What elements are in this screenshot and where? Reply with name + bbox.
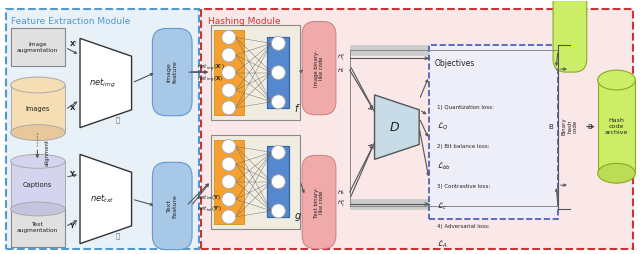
Text: $net_{img}(\mathbf{X})$: $net_{img}(\mathbf{X})$ xyxy=(197,75,223,85)
Text: Image binary-
like code: Image binary- like code xyxy=(314,50,324,87)
Text: alignment: alignment xyxy=(44,139,49,166)
Ellipse shape xyxy=(222,83,236,97)
Text: $H_i'$: $H_i'$ xyxy=(337,53,345,64)
Bar xyxy=(6,9,199,249)
FancyBboxPatch shape xyxy=(152,28,192,116)
Text: Hashing Module: Hashing Module xyxy=(208,17,280,26)
Text: Images: Images xyxy=(25,106,49,112)
Ellipse shape xyxy=(222,192,236,206)
Text: Feature Extraction Module: Feature Extraction Module xyxy=(11,17,130,26)
Text: $g$: $g$ xyxy=(294,211,302,223)
Text: $\mathbf{X}$: $\mathbf{X}$ xyxy=(69,103,77,112)
Text: Text binary-
like code: Text binary- like code xyxy=(314,186,324,217)
Ellipse shape xyxy=(222,30,236,44)
Ellipse shape xyxy=(271,204,285,218)
Ellipse shape xyxy=(11,77,65,93)
Ellipse shape xyxy=(11,154,65,168)
Text: $net_{img}$: $net_{img}$ xyxy=(88,76,115,90)
FancyBboxPatch shape xyxy=(302,22,336,115)
Bar xyxy=(11,209,65,247)
Text: $net_{txt}(\mathbf{Y})$: $net_{txt}(\mathbf{Y})$ xyxy=(197,193,221,202)
Text: Binary
hash
code: Binary hash code xyxy=(562,118,578,135)
Polygon shape xyxy=(80,38,132,128)
Ellipse shape xyxy=(222,139,236,153)
Text: 1) Quantization loss:: 1) Quantization loss: xyxy=(437,105,494,110)
Text: 2) Bit balance loss:: 2) Bit balance loss: xyxy=(437,145,490,150)
Bar xyxy=(211,135,300,229)
Text: Image
augmentation: Image augmentation xyxy=(17,42,58,53)
Text: Hash
code
archive: Hash code archive xyxy=(605,118,628,135)
Ellipse shape xyxy=(11,125,65,140)
Text: ⚿: ⚿ xyxy=(116,116,120,123)
FancyBboxPatch shape xyxy=(553,0,587,72)
Text: B: B xyxy=(548,124,553,130)
Text: $\mathcal{L}_c$: $\mathcal{L}_c$ xyxy=(437,200,447,212)
Text: $D$: $D$ xyxy=(389,121,400,134)
Bar xyxy=(598,80,636,173)
Text: $\mathcal{L}_A$: $\mathcal{L}_A$ xyxy=(437,239,448,250)
Text: $H_i$: $H_i$ xyxy=(337,66,345,75)
Text: Text
augmentation: Text augmentation xyxy=(17,223,58,233)
Ellipse shape xyxy=(271,95,285,109)
Bar xyxy=(349,45,558,55)
Bar xyxy=(268,37,289,108)
Bar xyxy=(211,25,300,120)
FancyBboxPatch shape xyxy=(152,162,192,250)
Polygon shape xyxy=(80,154,132,244)
Ellipse shape xyxy=(271,175,285,189)
Bar xyxy=(201,9,634,249)
Text: Image
feature: Image feature xyxy=(167,61,178,84)
Ellipse shape xyxy=(222,48,236,62)
Ellipse shape xyxy=(222,175,236,189)
Polygon shape xyxy=(374,95,419,159)
Text: ⚿: ⚿ xyxy=(116,232,120,239)
Text: $\mathcal{L}_{bb}$: $\mathcal{L}_{bb}$ xyxy=(437,160,451,172)
Text: B: B xyxy=(588,124,593,130)
Ellipse shape xyxy=(222,66,236,80)
Bar xyxy=(214,139,244,224)
Text: $H_t'$: $H_t'$ xyxy=(337,199,346,209)
Text: 3) Contrastive loss:: 3) Contrastive loss: xyxy=(437,184,490,189)
Text: $\mathbf{X'}$: $\mathbf{X'}$ xyxy=(68,39,77,49)
Text: Objectives: Objectives xyxy=(435,59,476,68)
Text: Text
Feature: Text Feature xyxy=(167,194,178,218)
Text: $f$: $f$ xyxy=(294,102,301,114)
Bar xyxy=(11,85,65,133)
Ellipse shape xyxy=(222,101,236,115)
Ellipse shape xyxy=(11,202,65,216)
Ellipse shape xyxy=(598,70,636,90)
Ellipse shape xyxy=(271,36,285,50)
Text: $net_{txt}$: $net_{txt}$ xyxy=(90,193,114,205)
Text: $net_{txt}(\mathbf{Y^\prime})$: $net_{txt}(\mathbf{Y^\prime})$ xyxy=(197,204,223,214)
Bar xyxy=(11,28,65,66)
Ellipse shape xyxy=(271,66,285,80)
Bar xyxy=(429,45,558,219)
Ellipse shape xyxy=(222,157,236,171)
Bar xyxy=(349,199,558,209)
Bar xyxy=(214,30,244,115)
Text: $net_{img}(\mathbf{X^\prime})$: $net_{img}(\mathbf{X^\prime})$ xyxy=(197,63,225,73)
Text: $\mathcal{L}_Q$: $\mathcal{L}_Q$ xyxy=(437,121,449,133)
Ellipse shape xyxy=(598,163,636,183)
Ellipse shape xyxy=(222,210,236,224)
FancyBboxPatch shape xyxy=(302,155,336,249)
Text: $\mathbf{Y}$: $\mathbf{Y}$ xyxy=(70,169,77,178)
Bar xyxy=(268,147,289,217)
Bar xyxy=(11,161,65,209)
Text: $\mathbf{Y'}$: $\mathbf{Y'}$ xyxy=(69,221,77,231)
Text: 4) Adversarial loss:: 4) Adversarial loss: xyxy=(437,224,490,229)
Text: $H_t$: $H_t$ xyxy=(337,188,346,197)
Ellipse shape xyxy=(271,146,285,159)
Text: Captions: Captions xyxy=(22,182,52,188)
